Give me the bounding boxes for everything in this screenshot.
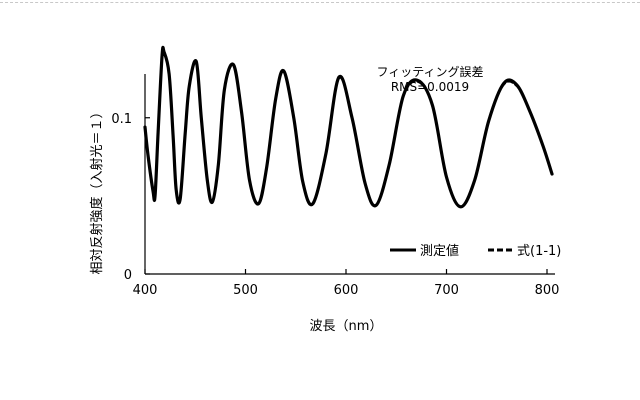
x-tick-label: 600 bbox=[334, 283, 359, 298]
legend-label-measured: 測定値 bbox=[420, 243, 459, 259]
fitting-error-label: フィッティング誤差 bbox=[376, 64, 483, 79]
legend: 測定値 式(1-1) bbox=[390, 243, 561, 259]
y-tick-label: 0 bbox=[124, 268, 132, 283]
series-layer bbox=[143, 45, 554, 209]
series-line-formula bbox=[144, 49, 553, 208]
y-ticks: 00.1 bbox=[111, 112, 150, 283]
rms-value-label: RMS=0.0019 bbox=[391, 80, 469, 94]
x-tick-label: 500 bbox=[233, 283, 258, 298]
x-tick-label: 700 bbox=[434, 283, 459, 298]
x-axis-title: 波長（nm） bbox=[310, 319, 383, 334]
y-axis-title: 相対反射強度（入射光＝１） bbox=[89, 105, 105, 274]
x-tick-label: 400 bbox=[133, 283, 158, 298]
top-dashed-rule bbox=[0, 2, 640, 3]
x-tick-label: 800 bbox=[535, 283, 560, 298]
series-line-measured bbox=[143, 45, 554, 209]
legend-label-formula: 式(1-1) bbox=[517, 244, 561, 259]
x-ticks: 400 500 600 700 800 bbox=[133, 269, 560, 298]
y-tick-label: 0.1 bbox=[111, 112, 132, 127]
